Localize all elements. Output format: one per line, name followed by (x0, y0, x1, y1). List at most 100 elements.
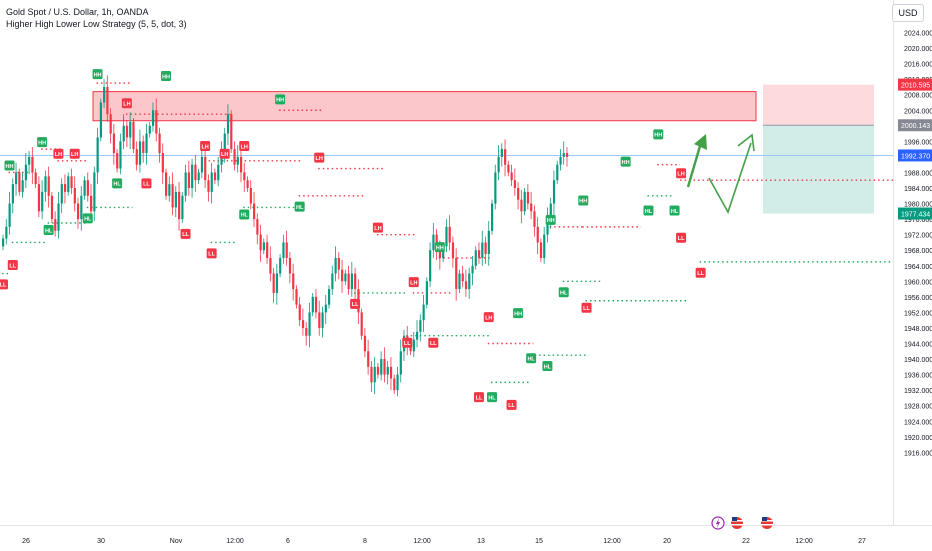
currency-button[interactable]: USD (892, 4, 924, 22)
candle (507, 164, 510, 173)
svg-text:LL: LL (404, 341, 411, 347)
candle (230, 114, 233, 150)
indicator-title[interactable]: Higher High Lower Low Strategy (5, 5, do… (6, 19, 187, 29)
pivot-label: HH (578, 195, 589, 206)
pivot-label: HL (239, 209, 250, 220)
candle (83, 180, 86, 196)
candle (34, 172, 37, 185)
candle (517, 188, 520, 200)
candle (445, 226, 448, 247)
svg-text:HH: HH (514, 311, 522, 317)
candle (279, 257, 282, 274)
candle (213, 172, 217, 181)
candle (305, 327, 308, 336)
candle (187, 172, 191, 188)
symbol-title[interactable]: Gold Spot / U.S. Dollar, 1h, OANDA (6, 7, 149, 17)
candle (468, 273, 471, 290)
svg-text:HL: HL (113, 182, 121, 188)
svg-text:LH: LH (55, 152, 62, 158)
candle (50, 195, 54, 220)
pivot-label: LH (200, 141, 211, 152)
svg-text:HH: HH (654, 133, 662, 139)
svg-text:LL: LL (508, 403, 515, 409)
candle (389, 366, 393, 379)
candle (308, 312, 311, 336)
candle (419, 320, 422, 332)
candle (412, 339, 415, 352)
candle (145, 133, 148, 154)
candle (11, 184, 14, 204)
pivot-label: LL (428, 337, 439, 348)
candle (57, 203, 60, 231)
candle (494, 172, 497, 204)
pivot-label: HH (92, 69, 103, 80)
pivot-label: HL (526, 353, 537, 364)
candle (292, 273, 295, 290)
candle (165, 172, 168, 196)
pivot-label: HH (161, 71, 171, 82)
svg-text:LL: LL (352, 302, 359, 308)
candle (99, 102, 102, 138)
projection-path (708, 133, 755, 214)
candle (380, 359, 383, 375)
svg-text:LH: LH (221, 152, 228, 158)
candle (295, 289, 298, 305)
candle (481, 242, 484, 258)
candle (200, 156, 204, 173)
candle (477, 250, 481, 258)
svg-text:LL: LL (143, 182, 150, 188)
candle (360, 312, 363, 336)
candle (318, 312, 321, 328)
pivot-label: HL (669, 205, 680, 216)
candle (399, 351, 402, 375)
candle (552, 180, 556, 204)
candle (60, 184, 63, 204)
candle (543, 234, 546, 258)
candle (520, 199, 523, 212)
candle (178, 191, 181, 220)
pivot-label: HL (558, 287, 569, 298)
svg-text:HH: HH (162, 74, 170, 80)
candle (233, 149, 236, 165)
candle (256, 219, 259, 235)
candle (373, 366, 376, 383)
candle (376, 366, 380, 375)
candle (138, 141, 142, 165)
candle (367, 351, 370, 367)
candle (76, 203, 80, 220)
svg-text:HL: HL (296, 205, 304, 211)
chart-legend: Gold Spot / U.S. Dollar, 1h, OANDA Highe… (6, 6, 187, 30)
pivot-label: LL (206, 248, 217, 259)
candle (442, 246, 445, 258)
candle (556, 164, 559, 181)
svg-text:HL: HL (645, 209, 653, 215)
candle (197, 172, 200, 181)
price-axis[interactable] (893, 0, 932, 525)
candle (533, 211, 536, 227)
candle (350, 273, 354, 290)
svg-text:LH: LH (316, 156, 323, 162)
candle (112, 133, 116, 154)
pivot-label: LH (408, 277, 419, 288)
candle (259, 234, 262, 251)
candle (298, 304, 301, 321)
time-axis[interactable] (0, 525, 932, 551)
svg-text:HH: HH (622, 160, 630, 166)
svg-text:HH: HH (6, 164, 14, 170)
candle (70, 176, 73, 188)
candle (432, 234, 435, 251)
candle (67, 176, 70, 192)
pivot-label: HL (542, 361, 553, 372)
candle (337, 257, 340, 270)
svg-text:HH: HH (579, 199, 587, 205)
candle (341, 269, 344, 282)
pivot-label: LL (180, 228, 191, 239)
candle (119, 141, 122, 169)
candle (15, 172, 18, 185)
candle (236, 156, 239, 165)
candle (429, 250, 432, 282)
candle (63, 184, 67, 192)
candle (504, 149, 507, 165)
